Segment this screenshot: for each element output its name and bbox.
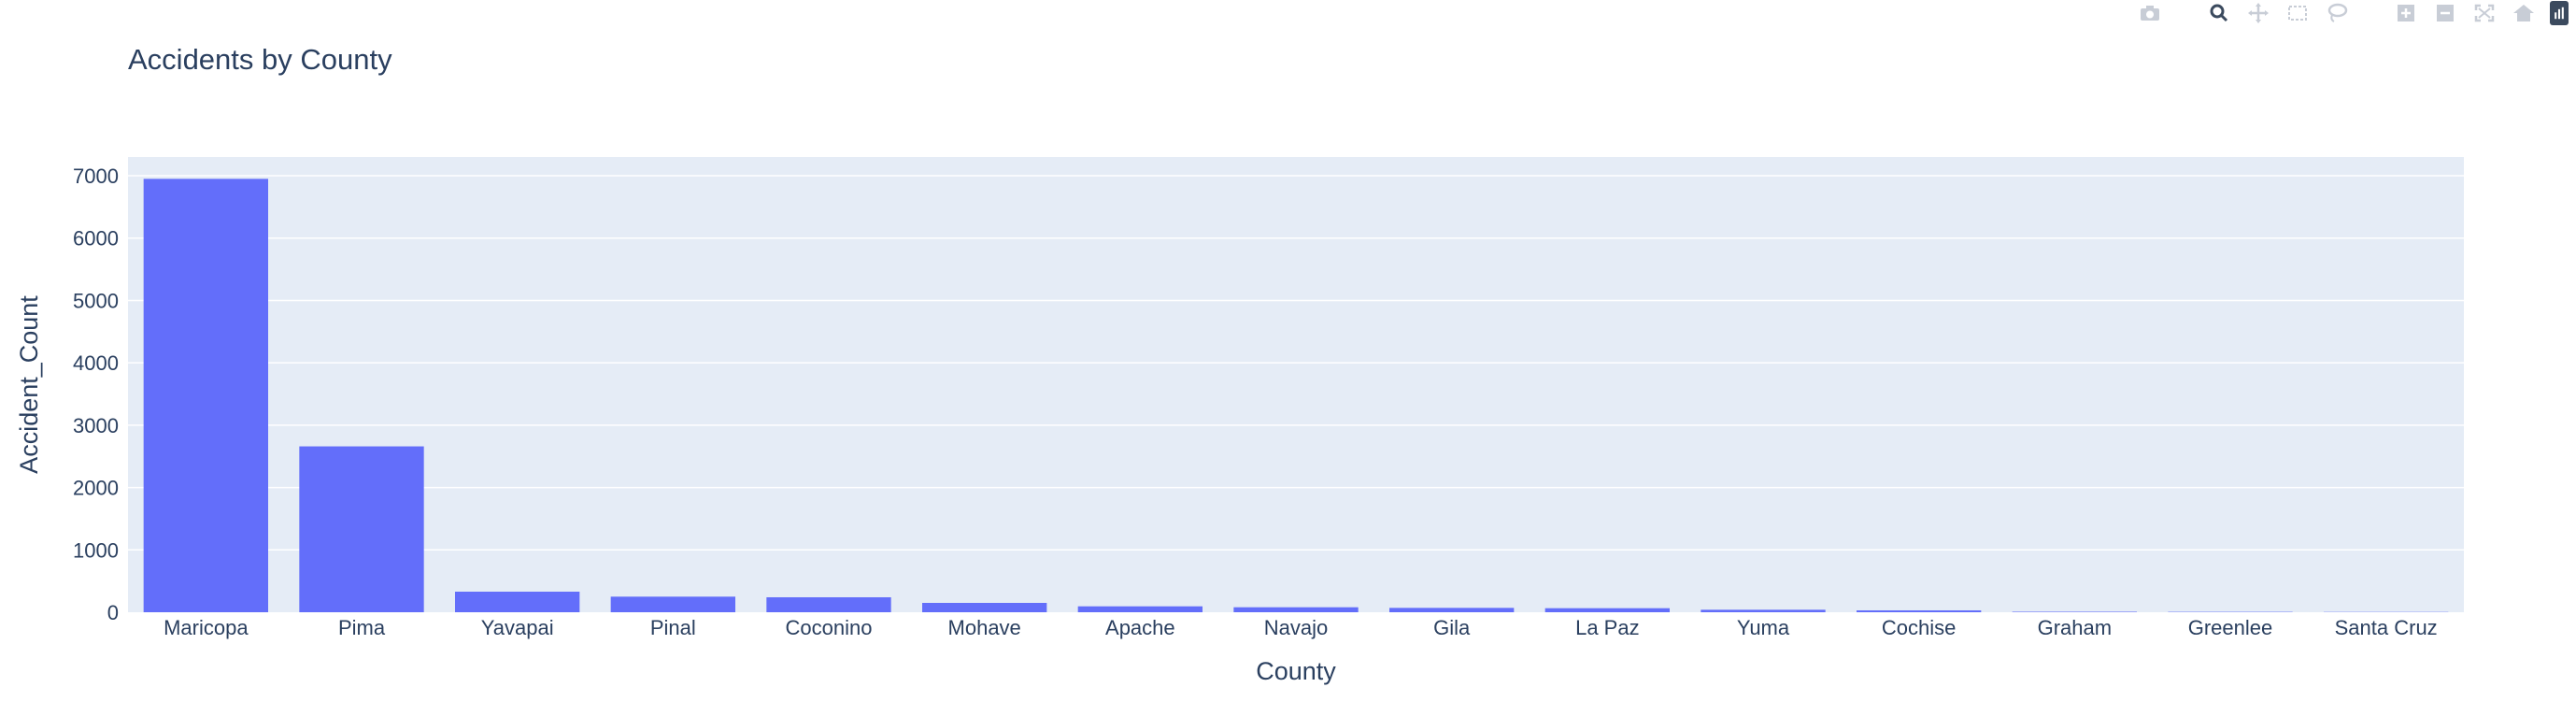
plotly-logo-icon[interactable] — [2550, 1, 2569, 25]
x-tick-label: Pima — [338, 616, 386, 639]
bars — [143, 179, 2449, 613]
pan-icon[interactable] — [2245, 2, 2271, 24]
y-tick-label: 0 — [107, 601, 119, 624]
y-axis-ticks: 0 1000 2000 3000 4000 5000 6000 7000 — [73, 165, 119, 624]
bar-cochise[interactable] — [1857, 609, 1982, 612]
x-tick-label: Coconino — [786, 616, 873, 639]
bar-mohave[interactable] — [922, 602, 1047, 612]
x-tick-label: Graham — [2038, 616, 2112, 639]
y-tick-label: 6000 — [73, 227, 119, 251]
x-tick-label: Gila — [1433, 616, 1471, 639]
y-tick-label: 4000 — [73, 351, 119, 375]
x-tick-label: Greenlee — [2188, 616, 2273, 639]
x-tick-label: Cochise — [1882, 616, 1956, 639]
bar-maricopa[interactable] — [143, 179, 268, 613]
plot-background — [128, 157, 2464, 612]
zoom-icon[interactable] — [2206, 2, 2232, 24]
bar-yuma[interactable] — [1701, 609, 1826, 612]
x-axis-title: County — [1256, 657, 1336, 685]
x-tick-label: Navajo — [1264, 616, 1328, 639]
modebar — [2137, 0, 2576, 26]
x-tick-label: La Paz — [1575, 616, 1640, 639]
x-tick-label: Yavapai — [481, 616, 554, 639]
bar-pima[interactable] — [299, 446, 424, 612]
home-icon[interactable] — [2511, 2, 2537, 24]
gridlines — [128, 175, 2464, 551]
bar-gila[interactable] — [1389, 608, 1515, 612]
bar-navajo[interactable] — [1233, 607, 1359, 612]
bar-la-paz[interactable] — [1544, 608, 1670, 612]
bar-graham[interactable] — [2012, 611, 2137, 612]
autoscale-icon[interactable] — [2471, 2, 2498, 24]
x-tick-label: Mohave — [948, 616, 1021, 639]
lasso-icon[interactable] — [2324, 2, 2350, 24]
y-tick-label: 1000 — [73, 538, 119, 562]
box-select-icon[interactable] — [2284, 2, 2311, 24]
y-tick-label: 7000 — [73, 165, 119, 188]
zoom-in-icon[interactable] — [2393, 2, 2419, 24]
x-axis-ticks: Maricopa Pima Yavapai Pinal Coconino Mohave Ap… — [164, 616, 2438, 639]
y-tick-label: 3000 — [73, 414, 119, 437]
x-tick-label: Santa Cruz — [2335, 616, 2438, 639]
bar-apache[interactable] — [1077, 606, 1203, 612]
bar-coconino[interactable] — [766, 596, 891, 612]
zoom-out-icon[interactable] — [2432, 2, 2458, 24]
y-tick-label: 5000 — [73, 289, 119, 312]
camera-icon[interactable] — [2137, 2, 2163, 24]
chart-title: Accidents by County — [128, 43, 392, 76]
x-tick-label: Maricopa — [164, 616, 249, 639]
x-tick-label: Apache — [1105, 616, 1175, 639]
x-tick-label: Pinal — [650, 616, 696, 639]
y-tick-label: 2000 — [73, 477, 119, 500]
bar-pinal[interactable] — [610, 596, 735, 612]
y-axis-title: Accident_Count — [15, 295, 43, 474]
bar-yavapai[interactable] — [455, 591, 580, 612]
x-tick-label: Yuma — [1737, 616, 1790, 639]
